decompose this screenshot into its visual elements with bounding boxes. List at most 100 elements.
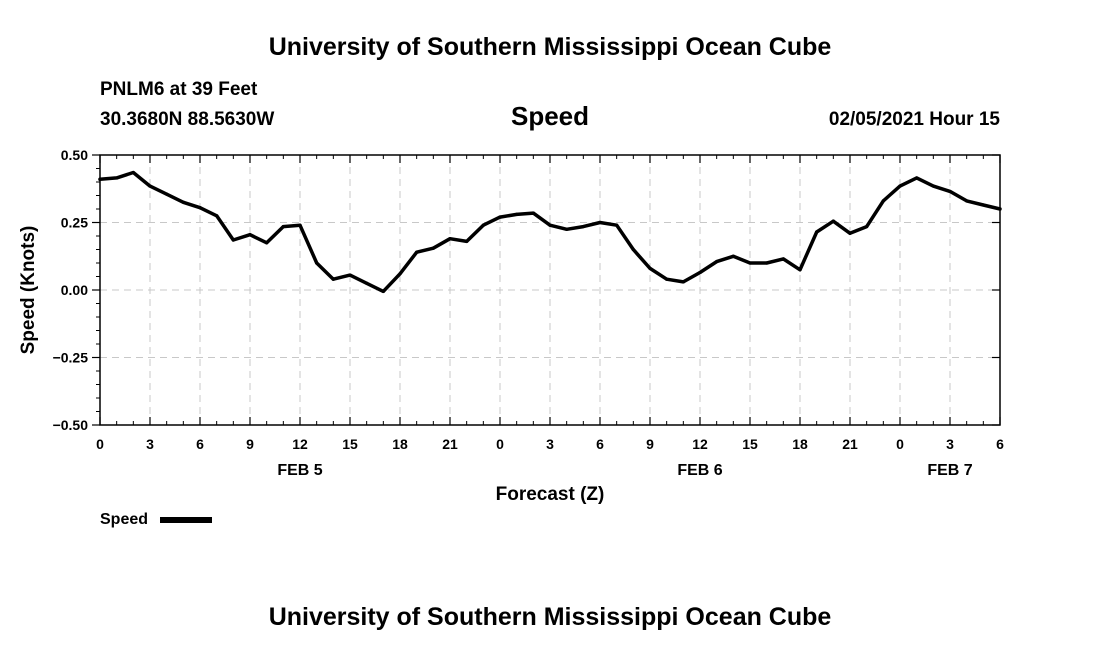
x-tick-label: 18	[792, 436, 808, 452]
data-point	[481, 223, 485, 227]
data-point	[581, 224, 585, 229]
data-point	[348, 273, 352, 277]
data-point	[848, 231, 852, 235]
data-point	[981, 203, 985, 207]
x-tick-label: 0	[496, 436, 504, 452]
legend-label-speed: Speed	[100, 511, 148, 528]
data-point	[281, 224, 285, 229]
x-tick-label: 3	[146, 436, 154, 452]
axis-ticks	[92, 154, 1001, 426]
data-point	[265, 241, 269, 245]
data-point	[515, 212, 519, 216]
data-point	[948, 189, 952, 194]
data-point	[715, 260, 719, 264]
x-tick-label: 18	[392, 436, 408, 452]
data-point	[998, 207, 1002, 211]
data-point	[565, 227, 569, 231]
date-label: FEB 6	[677, 462, 722, 479]
data-point	[781, 257, 785, 261]
y-axis-label: Speed (Knots)	[18, 226, 39, 355]
x-tick-label: 3	[946, 436, 954, 452]
data-point	[465, 239, 469, 243]
x-tick-label: 0	[896, 436, 904, 452]
data-point	[298, 223, 302, 227]
data-point	[531, 211, 535, 215]
grid	[100, 155, 1000, 425]
y-tick-label: 0.50	[61, 147, 88, 163]
data-point	[881, 199, 885, 203]
x-axis-tick-labels: 0 3 6 9 12 15 18 21 0 3 6 9 12 15 18 21 0 3 6	[96, 436, 1004, 452]
data-point	[215, 214, 219, 218]
data-point	[448, 237, 452, 241]
x-tick-label: 21	[442, 436, 458, 452]
data-point	[198, 206, 202, 210]
x-tick-label: 6	[596, 436, 604, 452]
data-point	[415, 250, 419, 254]
date-labels: FEB 5 FEB 6 FEB 7	[277, 462, 972, 479]
data-point	[698, 270, 702, 275]
x-tick-label: 15	[342, 436, 358, 452]
data-point	[498, 215, 502, 219]
data-point	[131, 170, 135, 175]
legend-swatch-speed	[160, 517, 212, 523]
x-tick-label: 12	[692, 436, 708, 452]
x-tick-label: 12	[292, 436, 308, 452]
data-point	[731, 254, 735, 258]
data-point	[548, 223, 552, 227]
data-point	[681, 280, 685, 284]
x-tick-label: 3	[546, 436, 554, 452]
page-title: University of Southern Mississippi Ocean…	[269, 33, 832, 61]
x-tick-label: 0	[96, 436, 104, 452]
date-label: FEB 7	[927, 462, 972, 479]
legend: Speed	[100, 511, 212, 528]
data-point	[831, 219, 835, 223]
forecast-timestamp: 02/05/2021 Hour 15	[829, 109, 1001, 130]
data-point	[165, 192, 169, 196]
y-tick-label: 0.25	[61, 215, 88, 231]
data-point	[248, 233, 252, 237]
data-point	[798, 268, 802, 272]
data-point	[748, 261, 752, 265]
data-point	[231, 238, 235, 242]
y-tick-label: −0.50	[53, 417, 89, 433]
series-layer	[98, 170, 1002, 294]
chart-title: Speed	[511, 101, 589, 131]
data-point	[365, 281, 369, 285]
data-point	[665, 277, 669, 281]
data-point	[898, 184, 902, 188]
data-point	[631, 247, 635, 252]
data-point	[598, 220, 602, 225]
data-point	[865, 224, 869, 229]
y-tick-label: 0.00	[61, 282, 88, 298]
footer-title: University of Southern Mississippi Ocean…	[269, 603, 832, 631]
x-tick-label: 6	[996, 436, 1004, 452]
data-point	[648, 266, 652, 270]
data-point	[931, 184, 935, 188]
data-point	[181, 200, 185, 204]
x-tick-label: 15	[742, 436, 758, 452]
data-point	[381, 289, 385, 293]
y-axis-tick-labels: 0.50 0.25 0.00 −0.25 −0.50	[53, 147, 89, 433]
data-point	[915, 176, 919, 180]
x-tick-label: 9	[646, 436, 654, 452]
data-point	[148, 184, 152, 188]
data-point	[615, 223, 619, 227]
x-tick-label: 6	[196, 436, 204, 452]
data-point	[398, 272, 402, 276]
data-point	[115, 176, 119, 180]
data-point	[765, 261, 769, 265]
data-point	[431, 246, 435, 250]
x-axis-label: Forecast (Z)	[496, 484, 605, 505]
date-label: FEB 5	[277, 462, 322, 479]
data-point	[315, 261, 319, 265]
data-point	[331, 277, 335, 281]
station-coordinates: 30.3680N 88.5630W	[100, 109, 274, 130]
x-tick-label: 9	[246, 436, 254, 452]
data-point	[815, 230, 819, 234]
station-label: PNLM6 at 39 Feet	[100, 79, 258, 100]
data-point	[98, 177, 102, 181]
data-point	[965, 199, 969, 203]
x-tick-label: 21	[842, 436, 858, 452]
y-tick-label: −0.25	[53, 350, 89, 366]
